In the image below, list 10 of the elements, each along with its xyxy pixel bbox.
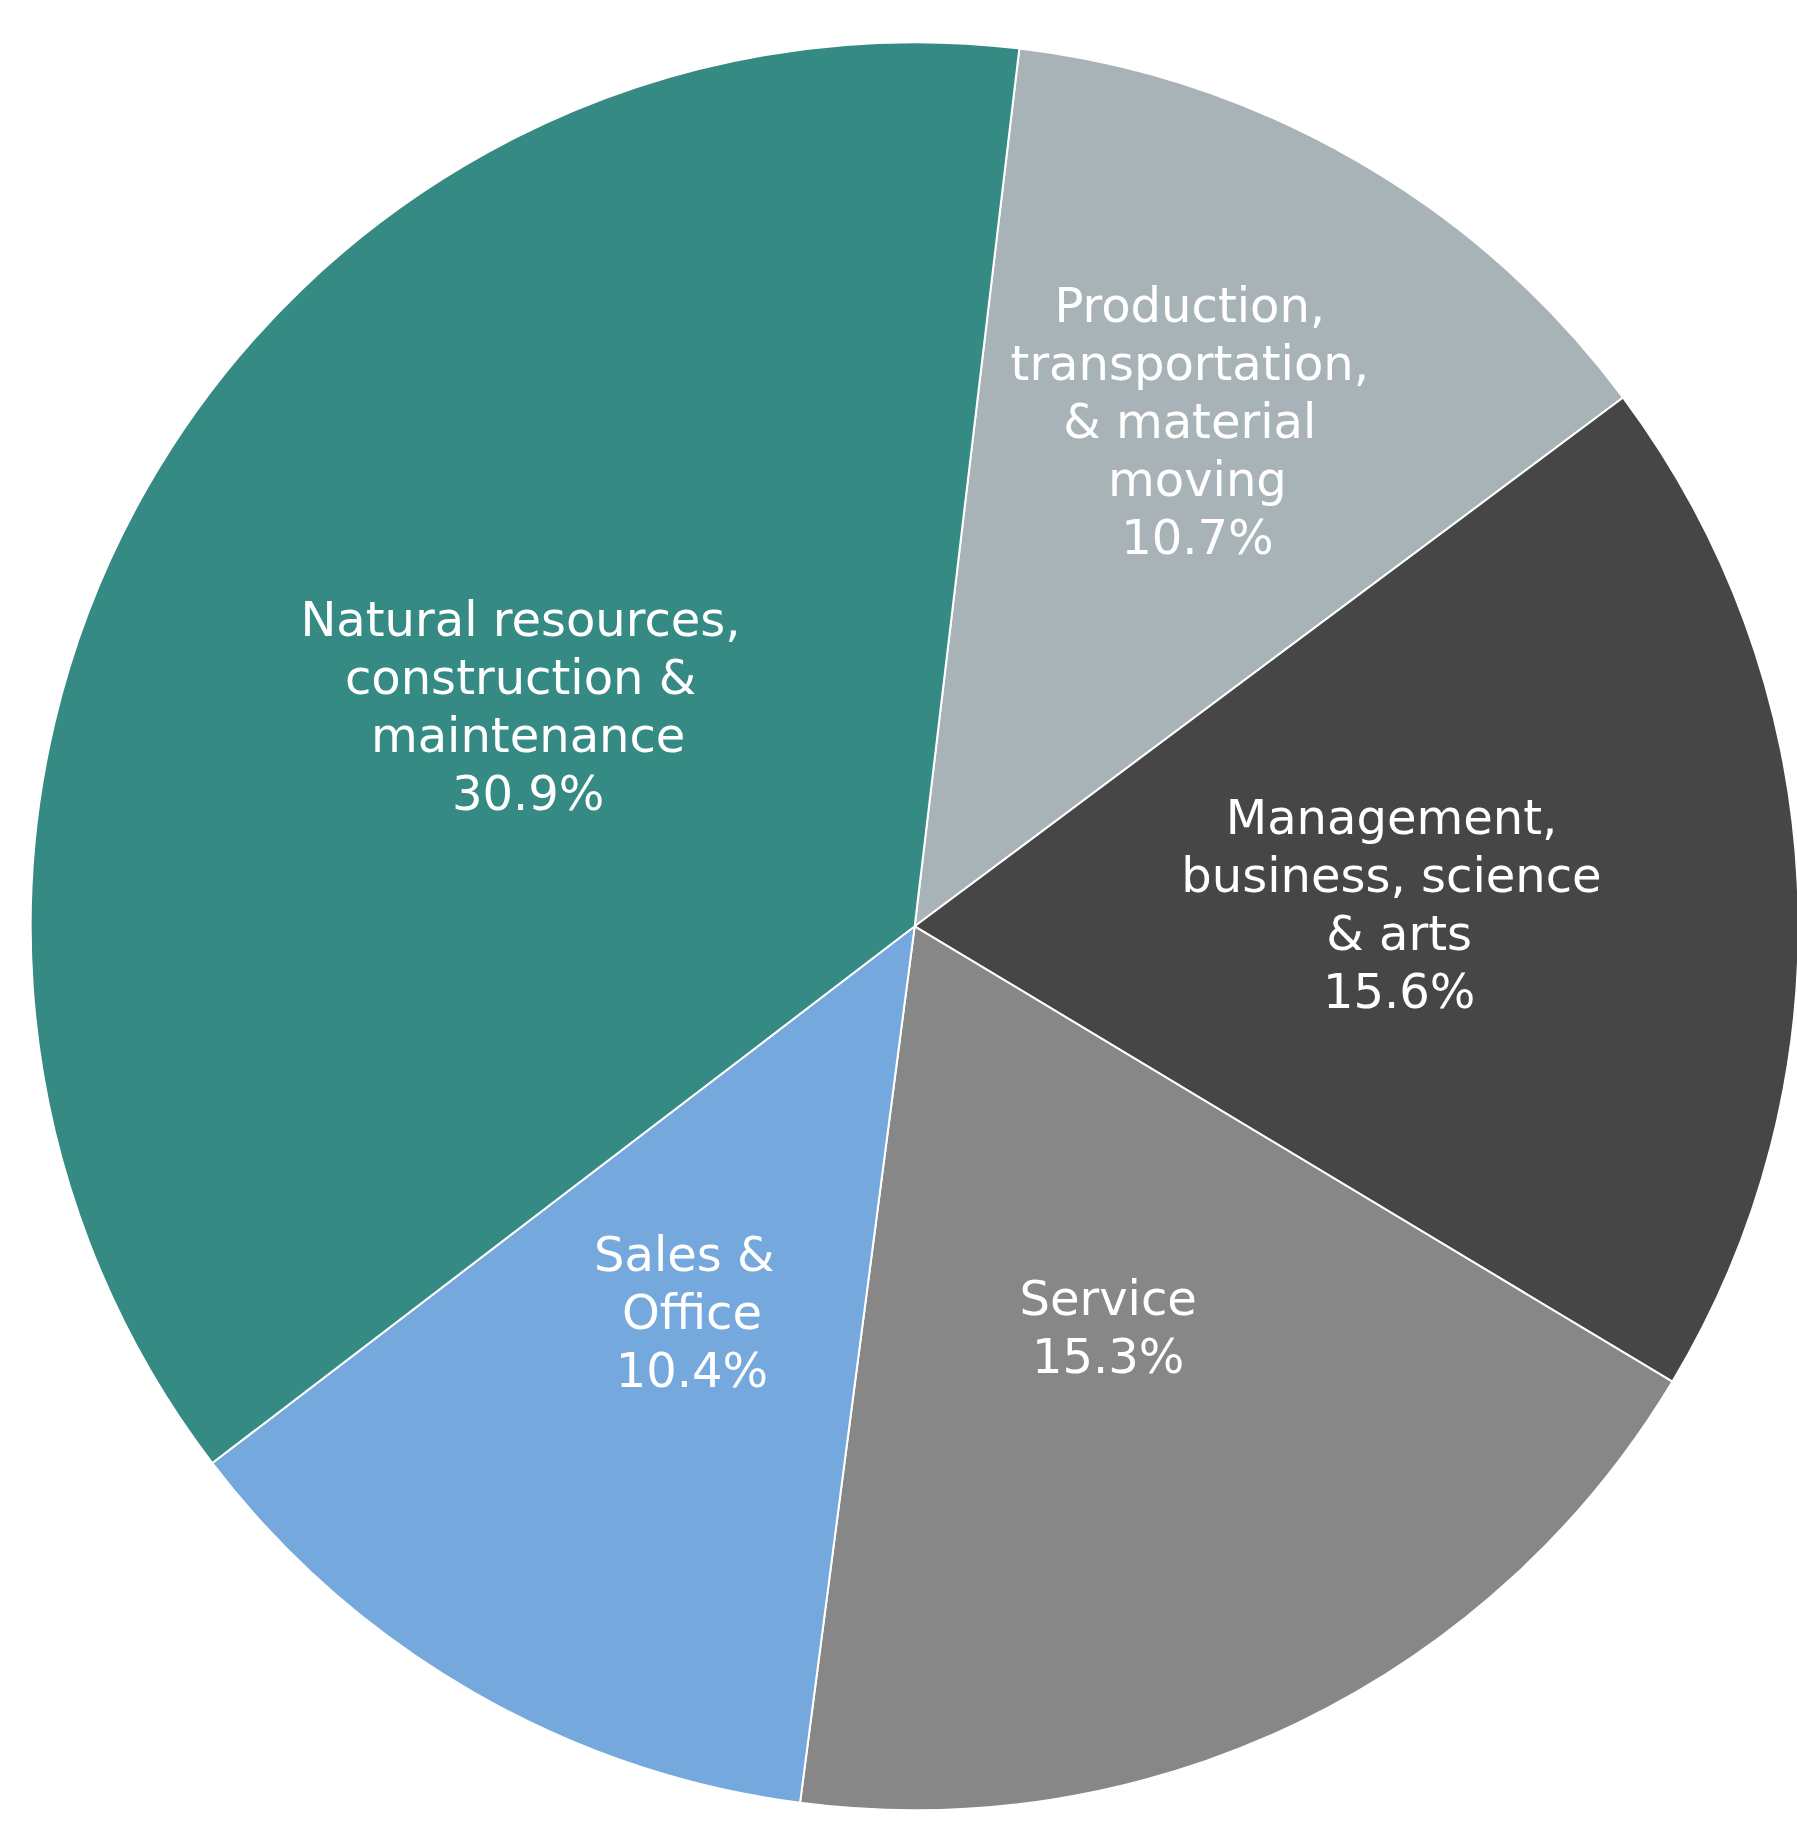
- slice-label: Natural resources, construction & maintenance: [300, 590, 756, 763]
- data-label: 15.3%: [1031, 1328, 1185, 1385]
- data-label: 10.7%: [1121, 509, 1274, 566]
- slice-label: Service: [1019, 1270, 1197, 1327]
- slice-label: Sales & Office: [594, 1225, 790, 1340]
- data-label: 15.6%: [1322, 963, 1476, 1020]
- data-label: 10.4%: [615, 1341, 769, 1398]
- data-label: 30.9%: [451, 764, 605, 821]
- slice-label: Production, transportation, & material moving: [1010, 277, 1385, 508]
- slice-label: Management, business, science & arts: [1181, 789, 1617, 962]
